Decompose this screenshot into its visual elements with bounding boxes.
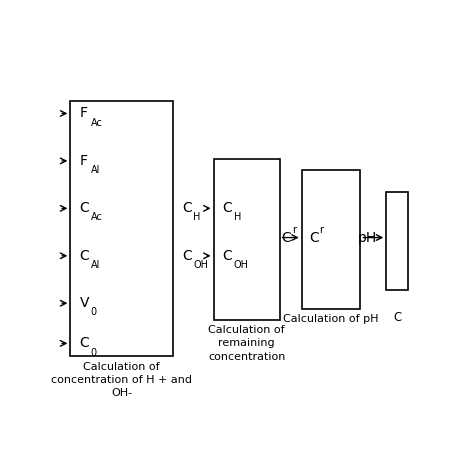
Text: F: F bbox=[80, 107, 88, 120]
Text: C: C bbox=[282, 230, 291, 245]
Text: r: r bbox=[292, 225, 296, 235]
Text: F: F bbox=[80, 154, 88, 168]
Text: C: C bbox=[80, 201, 89, 215]
Text: V: V bbox=[80, 296, 89, 310]
Bar bbox=[213, 159, 280, 319]
Text: C: C bbox=[182, 249, 192, 263]
Text: H: H bbox=[193, 212, 201, 222]
Text: Ac: Ac bbox=[91, 212, 102, 222]
Text: Calculation of pH: Calculation of pH bbox=[283, 314, 379, 324]
Text: r: r bbox=[319, 225, 323, 235]
Bar bbox=[70, 100, 173, 356]
Text: OH: OH bbox=[193, 260, 209, 270]
Text: OH: OH bbox=[234, 260, 249, 270]
Text: C: C bbox=[309, 230, 319, 245]
Bar bbox=[301, 170, 360, 309]
Text: Ac: Ac bbox=[91, 118, 102, 128]
Text: Calculation of
concentration of H + and
OH-: Calculation of concentration of H + and … bbox=[51, 362, 192, 398]
Text: C: C bbox=[393, 310, 401, 324]
Text: C: C bbox=[182, 201, 192, 215]
Text: C: C bbox=[223, 249, 232, 263]
Text: 0: 0 bbox=[91, 307, 97, 318]
Text: 0: 0 bbox=[91, 347, 97, 357]
Text: C: C bbox=[80, 249, 89, 263]
Text: H: H bbox=[234, 212, 241, 222]
Text: Al: Al bbox=[91, 165, 100, 175]
Text: Calculation of
remaining
concentration: Calculation of remaining concentration bbox=[208, 325, 285, 362]
Text: pH: pH bbox=[358, 230, 377, 245]
Text: Al: Al bbox=[91, 260, 100, 270]
Text: C: C bbox=[80, 337, 89, 350]
Bar bbox=[386, 192, 408, 291]
Text: C: C bbox=[223, 201, 232, 215]
